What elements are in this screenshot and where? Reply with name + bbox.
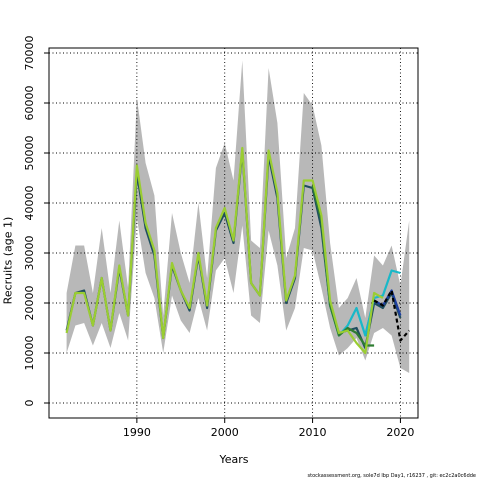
axis-layer: 1990 2000 2010 2020 0 10000 20000 30000 40000 500… [23, 36, 414, 440]
plot-frame [48, 47, 419, 419]
y-tick-label: 50000 [23, 136, 36, 171]
y-tick-label: 10000 [23, 336, 36, 371]
confidence-band [66, 60, 410, 373]
confidence-band-layer [66, 60, 410, 373]
series-line [65, 146, 384, 355]
x-tick-label: 2020 [386, 426, 414, 439]
footer-note: stockassessment.org, sole7d lbp Day1, r1… [307, 473, 476, 479]
x-axis-label: Years [219, 453, 249, 466]
y-axis-label: Recruits (age 1) [1, 216, 15, 304]
y-tick-label: 30000 [23, 236, 36, 271]
y-tick-label: 70000 [23, 36, 36, 71]
y-tick-label: 40000 [23, 186, 36, 221]
x-tick-label: 2010 [299, 426, 327, 439]
y-tick-label: 60000 [23, 86, 36, 121]
y-tick-label: 0 [23, 400, 36, 407]
y-axis-label-box: Recruits (age 1) [1, 160, 15, 360]
x-tick-label: 2000 [211, 426, 239, 439]
y-tick-label: 20000 [23, 286, 36, 321]
x-tick-label: 1990 [123, 426, 151, 439]
grid-layer [49, 48, 418, 418]
series-layer [65, 146, 411, 355]
